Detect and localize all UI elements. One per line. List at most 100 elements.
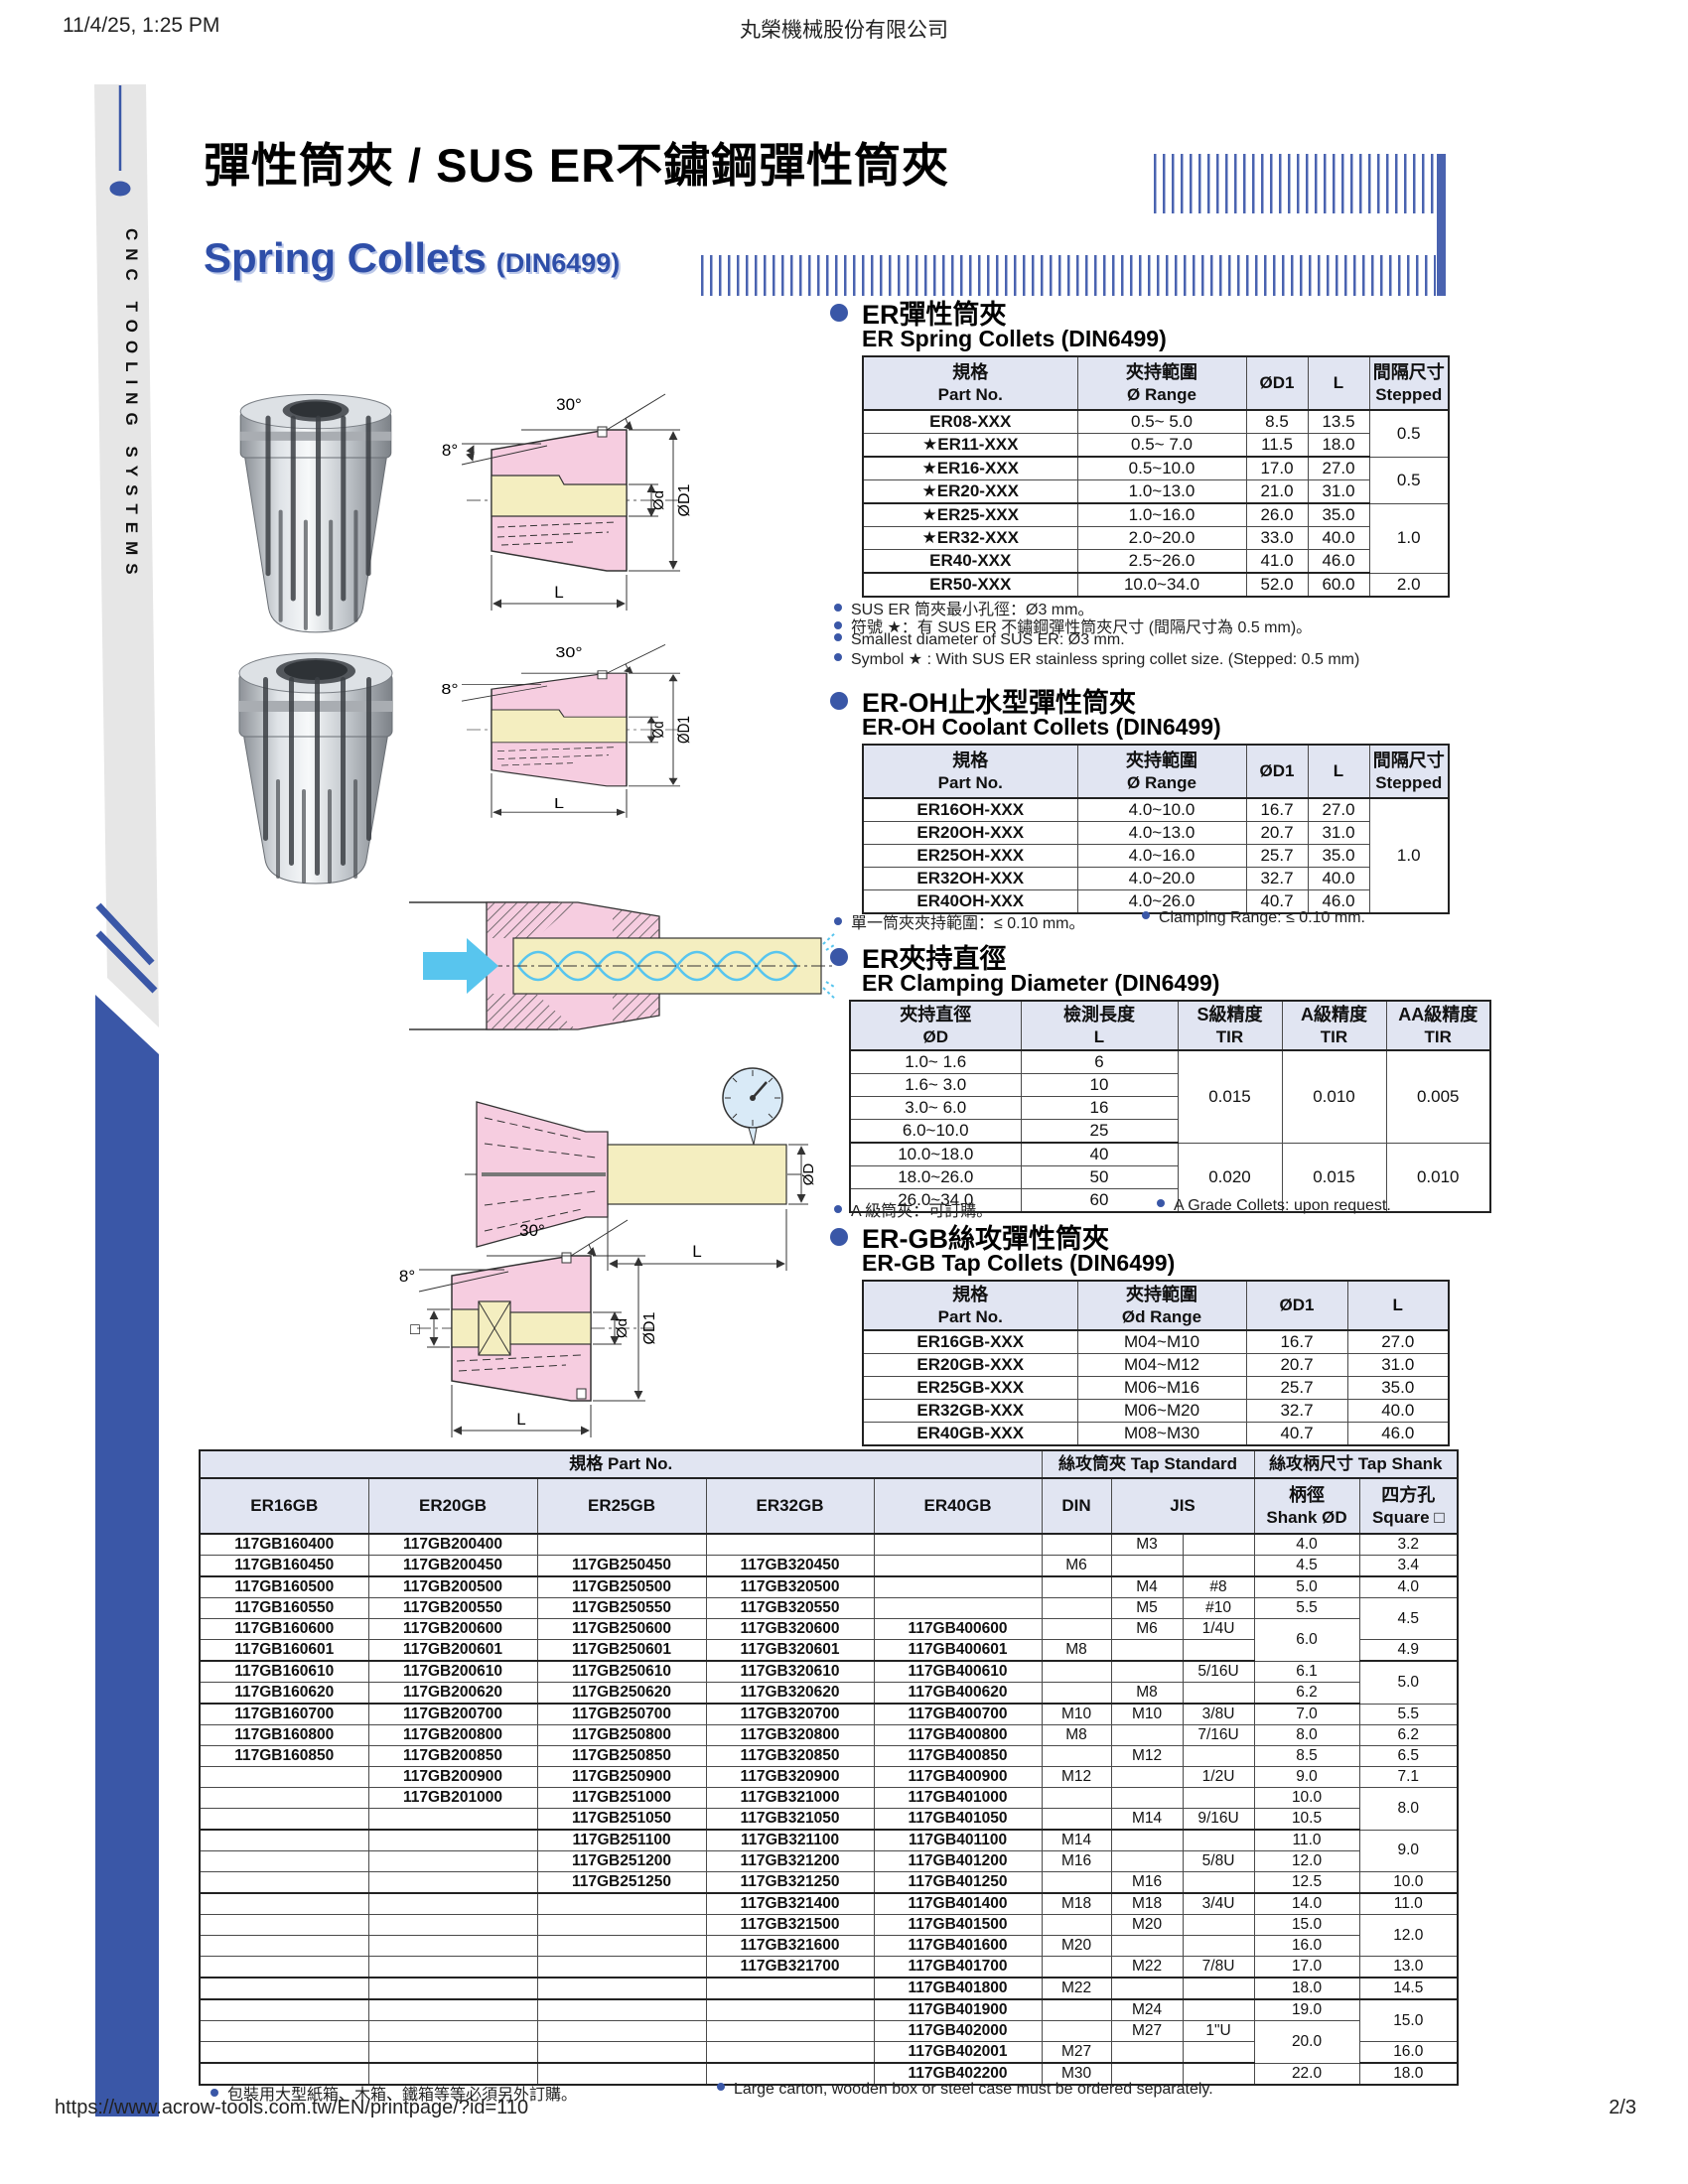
cell: M08~M30	[1076, 1422, 1247, 1446]
cell: 117GB401800	[873, 1977, 1043, 2000]
col-header-er40gb: ER40GB	[873, 1477, 1043, 1535]
cell: 12.0	[1358, 1914, 1459, 1957]
cell	[1110, 1935, 1184, 1957]
cell: 117GB401400	[873, 1892, 1043, 1915]
page-subtitle: Spring Collets (DIN6499)	[204, 234, 620, 282]
cell	[199, 1998, 369, 2021]
cell: 117GB402000	[873, 2020, 1043, 2042]
cell: 17.0	[1245, 456, 1309, 480]
cell	[1041, 1871, 1112, 1894]
cell	[536, 1914, 707, 1936]
cell: 8.5	[1245, 409, 1309, 434]
tap-collets-table: 規格 Part No. 夾持範圍 Ød Range ØD1 L ER16GB-XXX…	[862, 1280, 1450, 1446]
cell: 117GB250450	[536, 1555, 707, 1577]
dial-indicator-icon	[722, 1067, 783, 1146]
cell: M04~M12	[1076, 1353, 1247, 1377]
cell: M14	[1041, 1829, 1112, 1851]
cell: 4.0~26.0	[1076, 889, 1247, 914]
section-title-gb-en: ER-GB Tap Collets (DIN6499)	[862, 1250, 1176, 1276]
cell: ER40OH-XXX	[862, 889, 1078, 914]
collet-photo-er	[239, 393, 392, 633]
cell	[367, 1808, 538, 1831]
cell	[705, 2020, 875, 2042]
cell: 7/16U	[1182, 1724, 1255, 1746]
cell: M06~M20	[1076, 1399, 1247, 1423]
cell: ER08-XXX	[862, 409, 1078, 434]
cell: 10.5	[1253, 1808, 1360, 1831]
cell	[1041, 1597, 1112, 1619]
cell: M04~M10	[1076, 1329, 1247, 1354]
cell: ER20GB-XXX	[862, 1353, 1078, 1377]
cell	[1182, 1935, 1255, 1957]
cell	[705, 2041, 875, 2064]
cell: M18	[1110, 1892, 1184, 1915]
cell: 117GB200700	[367, 1703, 538, 1725]
cell: ★ER20-XXX	[862, 479, 1078, 504]
angle-30-label: 30°	[519, 1221, 545, 1240]
col-header-d1: ØD1	[1245, 355, 1309, 411]
cell: 10.0	[1358, 1871, 1459, 1894]
cell	[873, 1597, 1043, 1619]
cell: 117GB320450	[705, 1555, 875, 1577]
cell: 40.0	[1307, 526, 1370, 550]
cell: 117GB160500	[199, 1575, 369, 1598]
cell	[1041, 1745, 1112, 1767]
cell: 10.0~18.0	[849, 1142, 1022, 1166]
cell: 117GB250550	[536, 1597, 707, 1619]
cell: 31.0	[1307, 479, 1370, 504]
cell: 4.0~20.0	[1076, 867, 1247, 890]
cell: 117GB400610	[873, 1660, 1043, 1683]
cell	[1182, 1829, 1255, 1851]
col-header-range: 夾持範圍 Ø Range	[1076, 744, 1247, 799]
cell: M12	[1041, 1766, 1112, 1788]
cell	[1041, 1787, 1112, 1809]
cell: 117GB400620	[873, 1682, 1043, 1705]
title-hatch-decoration	[1154, 154, 1434, 213]
cell	[1182, 1639, 1255, 1662]
od-label: Ød	[650, 490, 667, 510]
cell: 27.0	[1346, 1329, 1450, 1354]
cell: 117GB321700	[705, 1956, 875, 1979]
flow-arrow-icon	[423, 938, 498, 994]
cell: M8	[1110, 1682, 1184, 1705]
cell	[1182, 1914, 1255, 1936]
cell	[1041, 1956, 1112, 1979]
cell: M30	[1041, 2062, 1112, 2086]
cell: 0.015	[1177, 1049, 1283, 1144]
sidebar-stripe	[95, 930, 158, 994]
cell: M18	[1041, 1892, 1112, 1915]
cell: 0.5	[1368, 456, 1450, 504]
od-label: Ød	[650, 721, 668, 738]
col-header-d1: ØD1	[1245, 1280, 1348, 1331]
coolant-collets-table: 規格 Part No. 夾持範圍 Ø Range ØD1 L 間隔尺寸 Stepped…	[862, 744, 1450, 914]
cell	[873, 1555, 1043, 1577]
cell: 0.010	[1281, 1049, 1387, 1144]
cell: 117GB320800	[705, 1724, 875, 1746]
cell: 27.0	[1307, 797, 1370, 822]
cell: 0.5~10.0	[1076, 456, 1247, 480]
length-label: L	[554, 796, 564, 812]
cell: 117GB160620	[199, 1682, 369, 1705]
cell: 18.0	[1307, 433, 1370, 458]
sidebar-blue-bar	[95, 995, 159, 2116]
col-header-range: 夾持範圍 Ø Range	[1076, 355, 1247, 411]
cell: 10.0~34.0	[1076, 572, 1247, 598]
col-header-din: DIN	[1041, 1477, 1112, 1535]
od-cap-label: ØD	[800, 1163, 814, 1186]
spring-collets-table: 規格 Part No. 夾持範圍 Ø Range ØD1 L 間隔尺寸 Stepped…	[862, 355, 1450, 598]
cell	[367, 1871, 538, 1894]
col-header-part: 規格 Part No.	[862, 355, 1078, 411]
cell: M6	[1110, 1618, 1184, 1640]
group-header-part: 規格 Part No.	[199, 1449, 1043, 1479]
length-label: L	[554, 583, 563, 602]
cell: M06~M16	[1076, 1376, 1247, 1400]
cell: 117GB321050	[705, 1808, 875, 1831]
cell: 15.0	[1253, 1914, 1360, 1936]
main-note-zh: 包裝用大型紙箱、木箱、鐵箱等等必須另外訂購。	[211, 2081, 577, 2105]
cell: 117GB200450	[367, 1555, 538, 1577]
cell: 117GB400850	[873, 1745, 1043, 1767]
cell: 117GB200850	[367, 1745, 538, 1767]
length-label: L	[692, 1242, 701, 1261]
group-header-tap-shank: 絲攻柄尺寸 Tap Shank	[1253, 1449, 1459, 1479]
cell: M20	[1110, 1914, 1184, 1936]
